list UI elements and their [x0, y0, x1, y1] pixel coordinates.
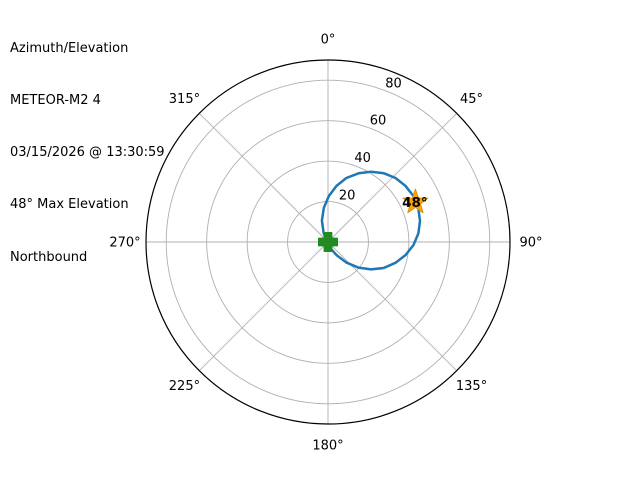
plot-title: Azimuth/Elevation [10, 40, 129, 56]
azimuth-tick-label: 270° [109, 236, 140, 251]
azimuth-grid-spokes [146, 60, 510, 424]
max-elevation-annotation: 48° [402, 195, 428, 211]
horizon-outline-circle [145, 59, 511, 425]
pass-direction: Northbound [10, 249, 88, 265]
azimuth-spoke [327, 241, 458, 372]
satellite-name: METEOR-M2 4 [10, 93, 101, 109]
max-elevation-text: 48° Max Elevation [10, 197, 129, 213]
azimuth-tick-label: 315° [169, 92, 200, 107]
satellite-track [320, 170, 422, 271]
track-markers: 48° [318, 188, 429, 252]
azimuth-tick-label: 90° [519, 236, 542, 251]
azimuth-spoke [198, 112, 329, 243]
azimuth-tick-label: 45° [460, 92, 483, 107]
azimuth-tick-labels: 0° 45° 90° 135° 180° 225° 270° 315° [109, 33, 542, 454]
elevation-tick-label: 20 [339, 188, 356, 203]
azimuth-spoke [198, 241, 329, 372]
elevation-tick-label: 40 [354, 151, 371, 166]
azimuth-tick-label: 225° [169, 379, 200, 394]
elevation-tick-label: 80 [385, 76, 402, 91]
max-elevation-marker [402, 188, 429, 214]
current-position-marker [318, 232, 338, 252]
elevation-tick-label: 60 [370, 114, 387, 129]
azimuth-tick-label: 135° [456, 379, 487, 394]
azimuth-tick-label: 0° [321, 33, 336, 48]
satellite-pass-track [320, 170, 422, 271]
outline-circle [145, 59, 511, 425]
azimuth-tick-label: 180° [312, 439, 343, 454]
pass-info-header: Azimuth/Elevation METEOR-M2 4 03/15/2026… [10, 5, 165, 301]
pass-timestamp: 03/15/2026 @ 13:30:59 [10, 145, 165, 161]
elevation-tick-labels: 20 40 60 80 [339, 76, 402, 203]
